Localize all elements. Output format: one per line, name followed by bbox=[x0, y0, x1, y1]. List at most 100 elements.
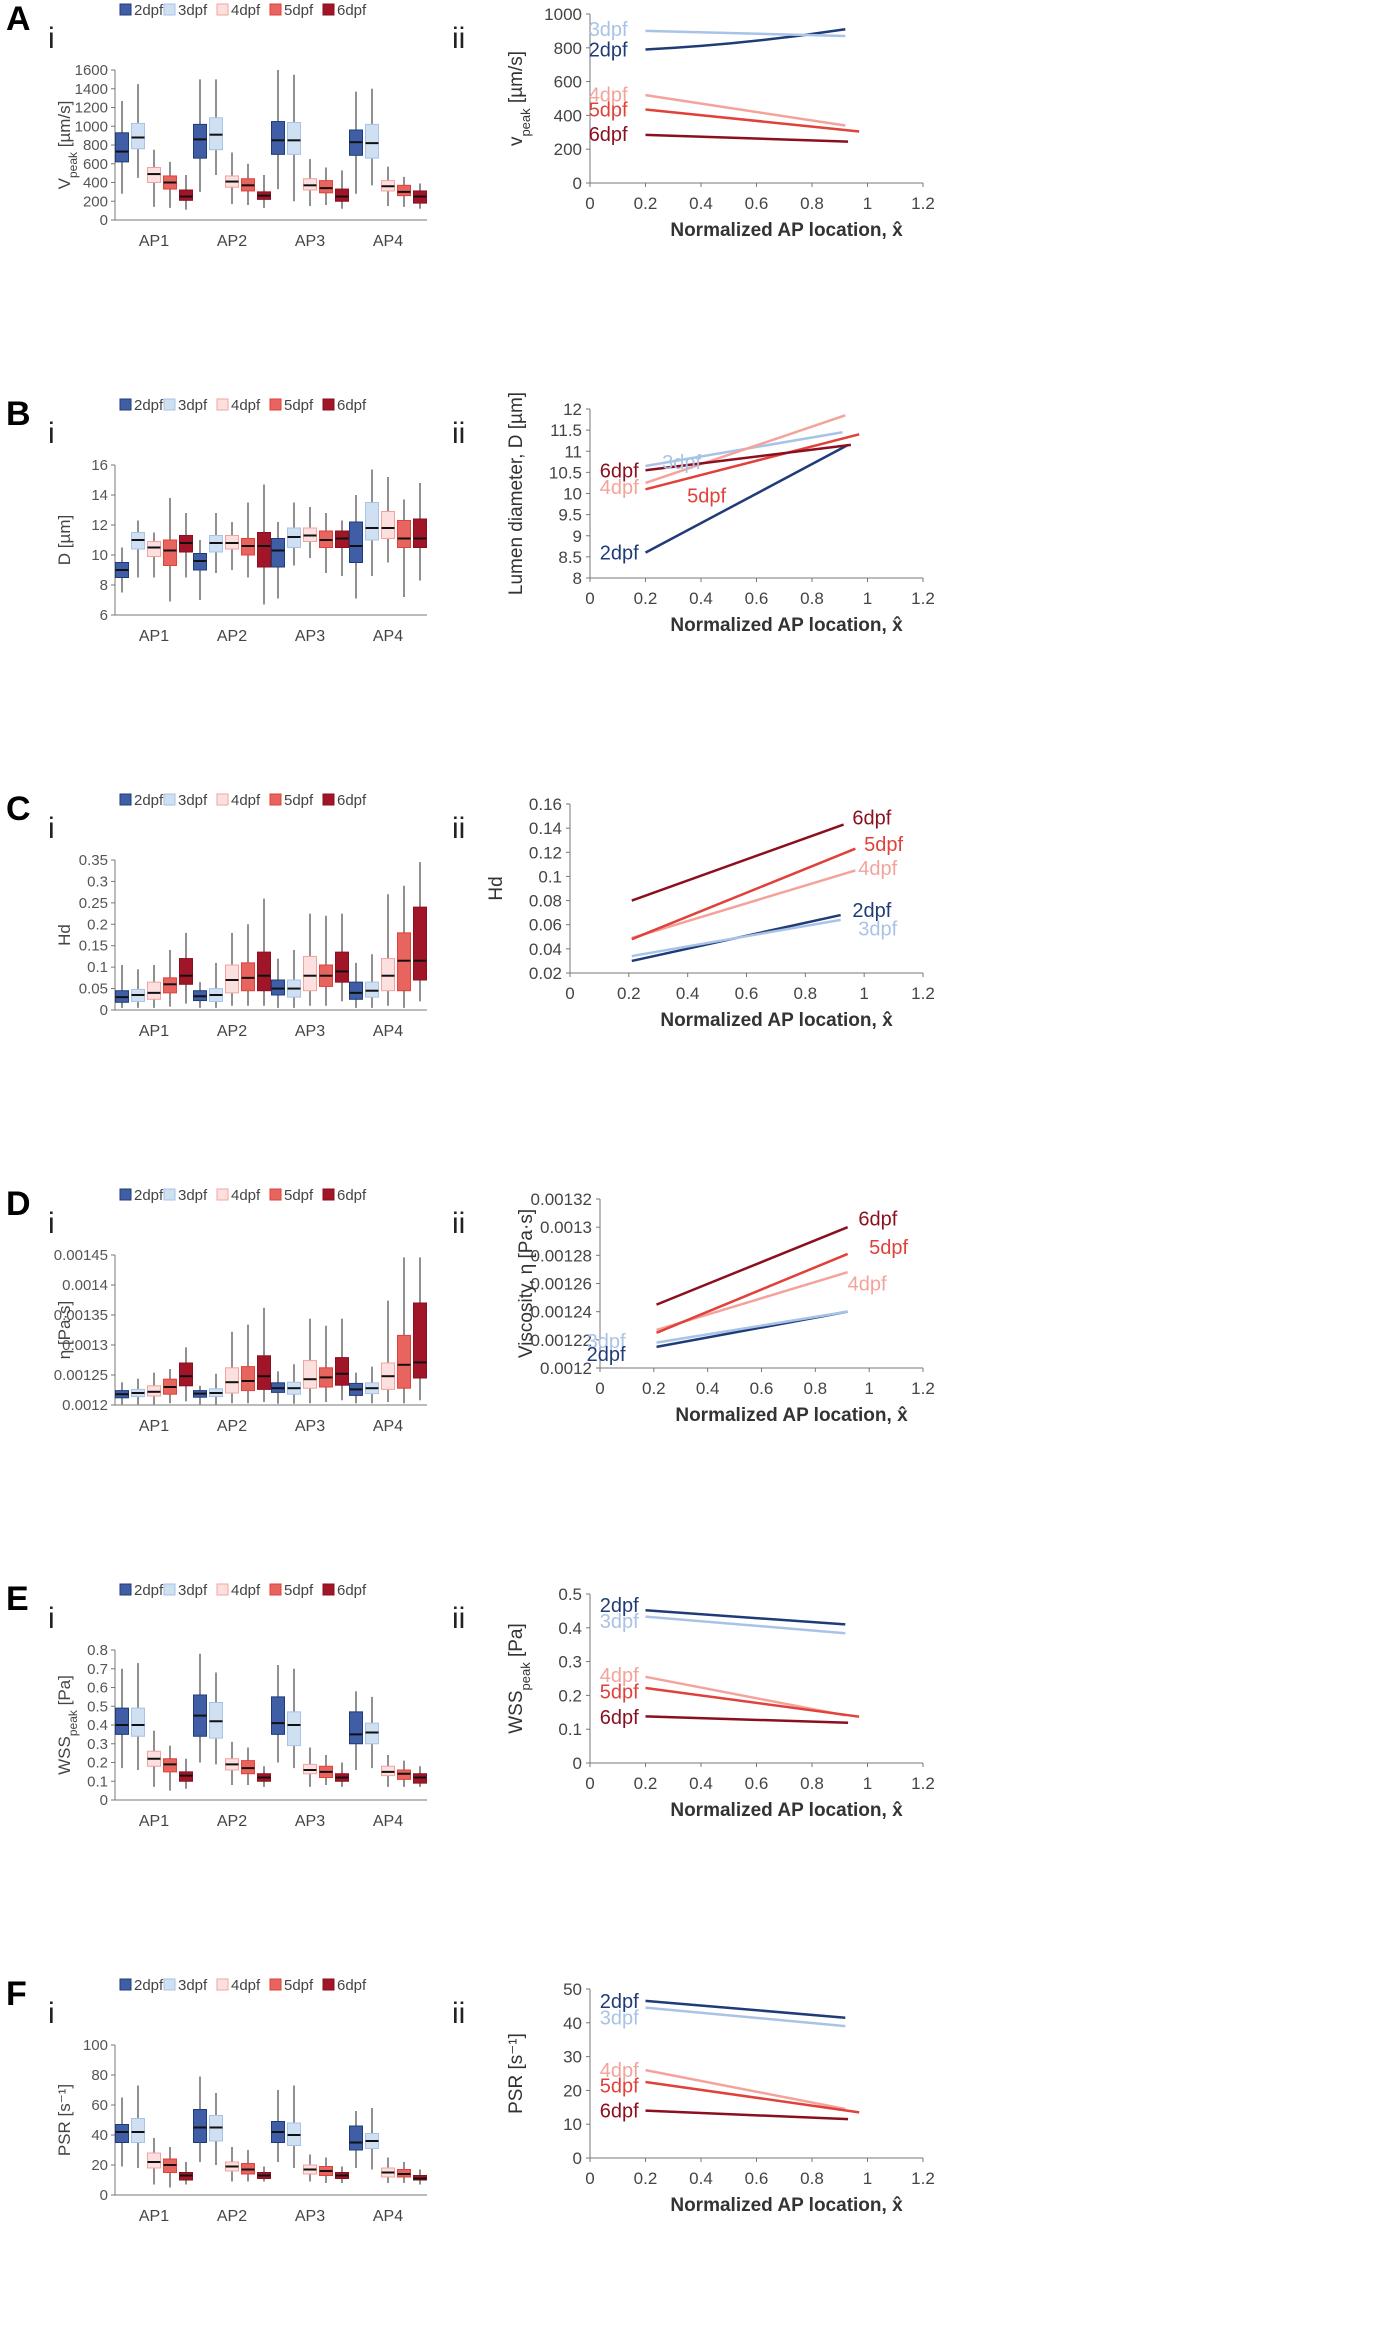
y-tick-label: 1600 bbox=[75, 62, 108, 79]
box-iqr bbox=[115, 2124, 129, 2143]
legend-label: 3dpf bbox=[178, 792, 208, 809]
y-tick-label: 30 bbox=[563, 2048, 582, 2067]
y-tick-label: 0.5 bbox=[87, 1698, 108, 1715]
y-tick-label: 0 bbox=[573, 174, 582, 193]
series-line-4dpf bbox=[631, 869, 856, 940]
legend-swatch bbox=[163, 1188, 176, 1201]
x-tick-label: 0.2 bbox=[634, 194, 658, 213]
x-category-label: AP2 bbox=[217, 2208, 247, 2225]
series-label-6dpf: 6dpf bbox=[600, 460, 639, 482]
x-tick-label: 0.8 bbox=[800, 1774, 824, 1793]
legend-swatch bbox=[119, 398, 132, 411]
series-label-5dpf: 5dpf bbox=[687, 486, 726, 508]
y-tick-label: 0.3 bbox=[87, 1736, 108, 1753]
legend-label: 6dpf bbox=[337, 1187, 367, 1204]
legend-label: 4dpf bbox=[231, 397, 261, 414]
x-tick-label: 0.4 bbox=[689, 2169, 713, 2188]
y-axis-label: Vpeak [µm/s] bbox=[55, 101, 80, 190]
boxplot-F: 0 20 40 60 80 100 PSR [s⁻¹] AP1 AP2 AP3 AP4 bbox=[55, 2037, 427, 2225]
series-label-4dpf: 4dpf bbox=[589, 84, 628, 106]
box-iqr bbox=[319, 180, 333, 194]
subpanel-label: i bbox=[48, 1207, 55, 1240]
series-label-6dpf: 6dpf bbox=[600, 1707, 639, 1729]
panel-label: C bbox=[6, 790, 31, 828]
y-tick-label: 0.7 bbox=[87, 1661, 108, 1678]
x-tick-label: 0.6 bbox=[745, 1774, 769, 1793]
box-iqr bbox=[115, 132, 129, 163]
box-iqr bbox=[179, 189, 193, 201]
series-label-2dpf: 2dpf bbox=[600, 1595, 639, 1617]
y-tick-label: 0.1 bbox=[558, 1720, 582, 1739]
y-tick-label: 11.5 bbox=[550, 421, 582, 440]
y-tick-label: 0.00124 bbox=[531, 1303, 592, 1322]
x-tick-label: 0.4 bbox=[689, 1774, 713, 1793]
box-iqr bbox=[365, 502, 379, 541]
box-iqr bbox=[303, 1360, 317, 1389]
y-tick-label: 0.1 bbox=[538, 867, 562, 886]
y-tick-label: 50 bbox=[563, 1980, 582, 1999]
series-line-4dpf bbox=[645, 2068, 846, 2111]
series-label-3dpf: 3dpf bbox=[587, 1331, 626, 1353]
x-tick-label: 0.8 bbox=[804, 1379, 828, 1398]
x-tick-label: 0.4 bbox=[676, 984, 700, 1003]
legend-swatch bbox=[163, 398, 176, 411]
series-label-5dpf: 5dpf bbox=[600, 2075, 639, 2097]
y-axis-label: Hd bbox=[55, 924, 74, 946]
legend-label: 4dpf bbox=[231, 1977, 261, 1994]
x-tick-label: 1.2 bbox=[911, 194, 935, 213]
y-tick-label: 0.00122 bbox=[531, 1331, 592, 1350]
box-iqr bbox=[397, 520, 411, 548]
box-iqr bbox=[413, 906, 427, 981]
subpanel-label: ii bbox=[452, 22, 465, 55]
series-line-6dpf bbox=[631, 823, 844, 902]
box-iqr bbox=[287, 122, 301, 155]
y-tick-label: 400 bbox=[83, 175, 108, 192]
x-category-label: AP4 bbox=[373, 233, 403, 250]
y-tick-label: 40 bbox=[563, 2014, 582, 2033]
panel-label: D bbox=[6, 1185, 31, 1223]
series-label-3dpf: 3dpf bbox=[600, 2008, 639, 2030]
series-label-4dpf: 4dpf bbox=[848, 1274, 887, 1296]
y-tick-label: 400 bbox=[554, 106, 582, 125]
series-label-5dpf: 5dpf bbox=[869, 1237, 908, 1259]
legend-label: 5dpf bbox=[284, 1582, 314, 1599]
y-tick-label: 1200 bbox=[75, 100, 108, 117]
y-tick-label: 8.5 bbox=[558, 548, 582, 567]
series-line-2dpf bbox=[645, 1999, 846, 2019]
y-tick-label: 0.3 bbox=[558, 1653, 582, 1672]
legend-label: 6dpf bbox=[337, 2, 367, 19]
legend-label: 2dpf bbox=[134, 397, 164, 414]
box-iqr bbox=[335, 1357, 349, 1386]
series-label-5dpf: 5dpf bbox=[600, 1681, 639, 1703]
y-axis-label: PSR [s⁻¹] bbox=[506, 2033, 527, 2114]
subpanel-label: ii bbox=[452, 812, 465, 845]
box-iqr bbox=[303, 955, 317, 992]
legend-swatch bbox=[322, 1583, 335, 1596]
y-tick-label: 12 bbox=[91, 517, 108, 534]
box-iqr bbox=[335, 188, 349, 202]
y-axis-label: PSR [s⁻¹] bbox=[55, 2084, 74, 2156]
box-iqr bbox=[193, 2109, 207, 2143]
panel-label: F bbox=[6, 1975, 27, 2013]
x-category-label: AP4 bbox=[373, 2208, 403, 2225]
x-tick-label: 0.2 bbox=[642, 1379, 666, 1398]
box-iqr bbox=[413, 1302, 427, 1379]
subpanel-label: i bbox=[48, 417, 55, 450]
panel-label: E bbox=[6, 1580, 29, 1618]
y-tick-label: 0.00128 bbox=[531, 1246, 592, 1265]
y-tick-label: 0.15 bbox=[79, 938, 108, 955]
x-category-label: AP2 bbox=[217, 1813, 247, 1830]
legend-label: 5dpf bbox=[284, 397, 314, 414]
x-category-label: AP1 bbox=[139, 2208, 169, 2225]
y-tick-label: 0.4 bbox=[558, 1619, 582, 1638]
legend-swatch bbox=[163, 1978, 176, 1991]
legend-label: 3dpf bbox=[178, 1582, 208, 1599]
x-category-label: AP4 bbox=[373, 1418, 403, 1435]
box-iqr bbox=[381, 511, 395, 539]
series-line-6dpf bbox=[645, 1715, 849, 1725]
legend-swatch bbox=[216, 1583, 229, 1596]
y-tick-label: 0.4 bbox=[87, 1717, 108, 1734]
x-category-label: AP3 bbox=[295, 1813, 325, 1830]
legend-label: 4dpf bbox=[231, 792, 261, 809]
